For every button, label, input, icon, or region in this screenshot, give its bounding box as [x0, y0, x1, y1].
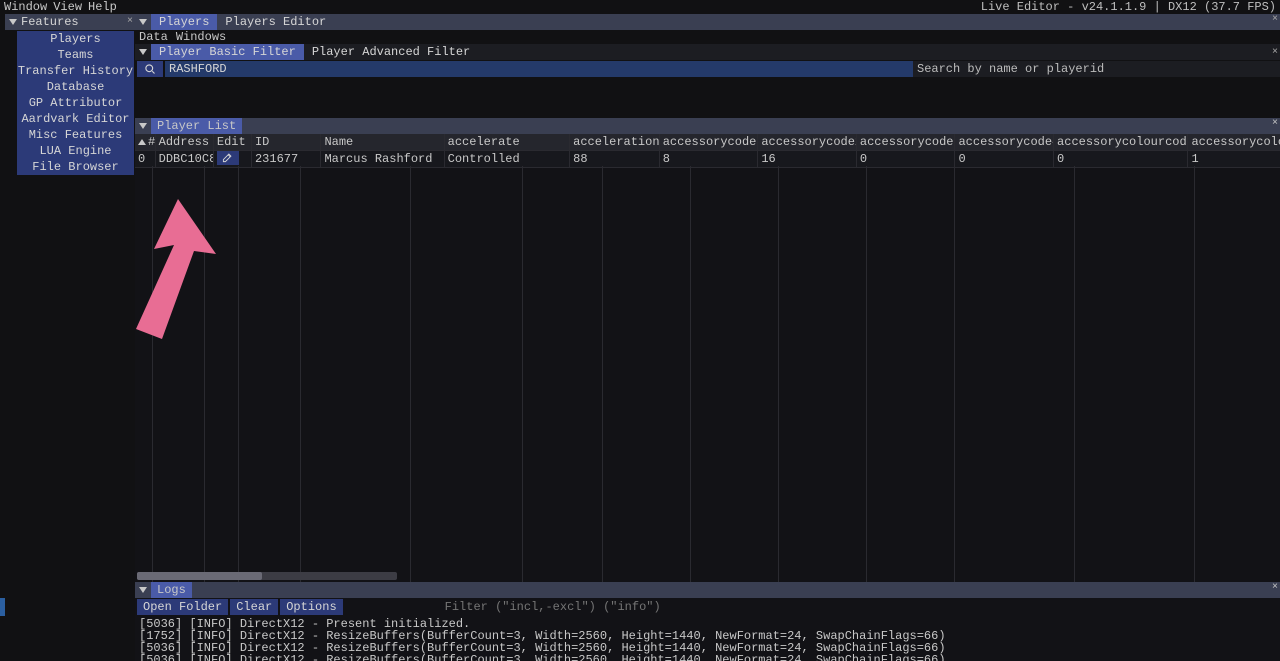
table-header-accessorycode1[interactable]: accessorycode1	[659, 134, 758, 150]
sidebar-item-players[interactable]: Players	[17, 31, 134, 47]
scrollbar-thumb[interactable]	[137, 572, 262, 580]
left-edge	[0, 14, 5, 661]
close-icon[interactable]: ×	[1272, 118, 1278, 129]
clear-button[interactable]: Clear	[230, 599, 278, 615]
player-list-title: Player List ×	[135, 118, 1280, 134]
table-header-accessorycolourcod[interactable]: accessorycolourcod?	[1188, 134, 1280, 150]
table-cell: 0	[1054, 150, 1188, 168]
table-header-address[interactable]: Address	[155, 134, 213, 150]
tab-players[interactable]: Players	[151, 14, 217, 30]
sidebar-title-label: Features	[21, 14, 87, 30]
status-text: Live Editor - v24.1.1.9 | DX12 (37.7 FPS…	[981, 0, 1276, 14]
filter-tabs: Player Basic Filter Player Advanced Filt…	[135, 44, 1280, 60]
table-cell: Controlled	[444, 150, 569, 168]
table-cell: 16	[758, 150, 857, 168]
player-table: #AddressEditIDNameaccelerateacceleration…	[135, 134, 1280, 168]
table-header-row: #AddressEditIDNameaccelerateacceleration…	[135, 134, 1280, 150]
player-table-wrap: #AddressEditIDNameaccelerateacceleration…	[135, 134, 1280, 582]
open-folder-button[interactable]: Open Folder	[137, 599, 228, 615]
logs-title-label: Logs	[151, 582, 192, 598]
table-header-accelerate[interactable]: accelerate	[444, 134, 569, 150]
tab-advanced-filter[interactable]: Player Advanced Filter	[304, 44, 478, 60]
menu-help[interactable]: Help	[88, 0, 117, 14]
sidebar: Features × PlayersTeamsTransfer HistoryD…	[5, 14, 135, 661]
close-icon[interactable]: ×	[127, 14, 133, 30]
sidebar-title[interactable]: Features ×	[5, 14, 135, 30]
submenu-data[interactable]: Data	[139, 30, 168, 44]
tab-players-editor[interactable]: Players Editor	[217, 14, 334, 30]
close-icon[interactable]: ×	[1272, 582, 1278, 593]
table-header-edit[interactable]: Edit	[213, 134, 251, 150]
table-cell: 8	[659, 150, 758, 168]
table-header-[interactable]: #	[135, 134, 155, 150]
sidebar-item-misc-features[interactable]: Misc Features	[17, 127, 134, 143]
sub-menubar: Data Windows	[135, 30, 1280, 44]
table-cell: 0	[856, 150, 955, 168]
table-header-accessorycode4[interactable]: accessorycode4	[955, 134, 1054, 150]
table-cell: 231677	[251, 150, 320, 168]
left-accent	[0, 598, 5, 616]
sidebar-item-file-browser[interactable]: File Browser	[17, 159, 134, 175]
collapse-icon[interactable]	[9, 19, 17, 25]
sidebar-item-transfer-history[interactable]: Transfer History	[17, 63, 134, 79]
main-tabs: Players Players Editor ×	[135, 14, 1280, 30]
collapse-icon[interactable]	[139, 49, 147, 55]
search-hint: Search by name or playerid	[913, 61, 1280, 77]
options-button[interactable]: Options	[280, 599, 342, 615]
collapse-icon[interactable]	[139, 587, 147, 593]
player-list-label: Player List	[151, 118, 242, 134]
table-cell: 0	[135, 150, 155, 168]
collapse-icon[interactable]	[139, 19, 147, 25]
table-header-accessorycode3[interactable]: accessorycode3	[856, 134, 955, 150]
sidebar-item-lua-engine[interactable]: LUA Engine	[17, 143, 134, 159]
close-icon[interactable]: ×	[1272, 47, 1278, 58]
work-area: Players Players Editor × Data Windows Pl…	[135, 14, 1280, 661]
search-row: Search by name or playerid	[135, 60, 1280, 78]
table-row[interactable]: 0DDBC10C8231677Marcus RashfordControlled…	[135, 150, 1280, 168]
table-header-accessorycolourcod[interactable]: accessorycolourcod?	[1054, 134, 1188, 150]
collapse-icon[interactable]	[139, 123, 147, 129]
table-header-acceleration[interactable]: acceleration	[570, 134, 660, 150]
close-icon[interactable]: ×	[1272, 14, 1278, 25]
log-line: [5036] [INFO] DirectX12 - ResizeBuffers(…	[139, 654, 1276, 661]
logs-title: Logs ×	[135, 582, 1280, 598]
tab-basic-filter[interactable]: Player Basic Filter	[151, 44, 304, 60]
edit-button[interactable]	[217, 151, 239, 165]
table-header-accessorycode2[interactable]: accessorycode2	[758, 134, 857, 150]
menu-window[interactable]: Window	[4, 0, 47, 14]
menu-view[interactable]: View	[53, 0, 82, 14]
edit-cell	[213, 150, 251, 168]
table-cell: DDBC10C8	[155, 150, 213, 168]
sidebar-item-gp-attributor[interactable]: GP Attributor	[17, 95, 134, 111]
table-cell: 0	[955, 150, 1054, 168]
sidebar-item-database[interactable]: Database	[17, 79, 134, 95]
search-button[interactable]	[137, 61, 163, 77]
search-input[interactable]	[165, 61, 913, 77]
log-lines: [5036] [INFO] DirectX12 - Present initia…	[135, 616, 1280, 661]
log-filter-input[interactable]	[445, 599, 745, 615]
horizontal-scrollbar[interactable]	[137, 572, 397, 580]
sidebar-item-aardvark-editor[interactable]: Aardvark Editor	[17, 111, 134, 127]
submenu-windows[interactable]: Windows	[176, 30, 226, 44]
logs-toolbar: Open Folder Clear Options	[135, 598, 1280, 616]
search-icon	[144, 63, 156, 75]
table-header-name[interactable]: Name	[321, 134, 444, 150]
table-cell: Marcus Rashford	[321, 150, 444, 168]
sidebar-item-teams[interactable]: Teams	[17, 47, 134, 63]
table-cell: 88	[570, 150, 660, 168]
table-header-id[interactable]: ID	[251, 134, 320, 150]
app-menubar: Window View Help Live Editor - v24.1.1.9…	[0, 0, 1280, 14]
edit-icon	[222, 152, 233, 163]
table-cell: 1	[1188, 150, 1280, 168]
